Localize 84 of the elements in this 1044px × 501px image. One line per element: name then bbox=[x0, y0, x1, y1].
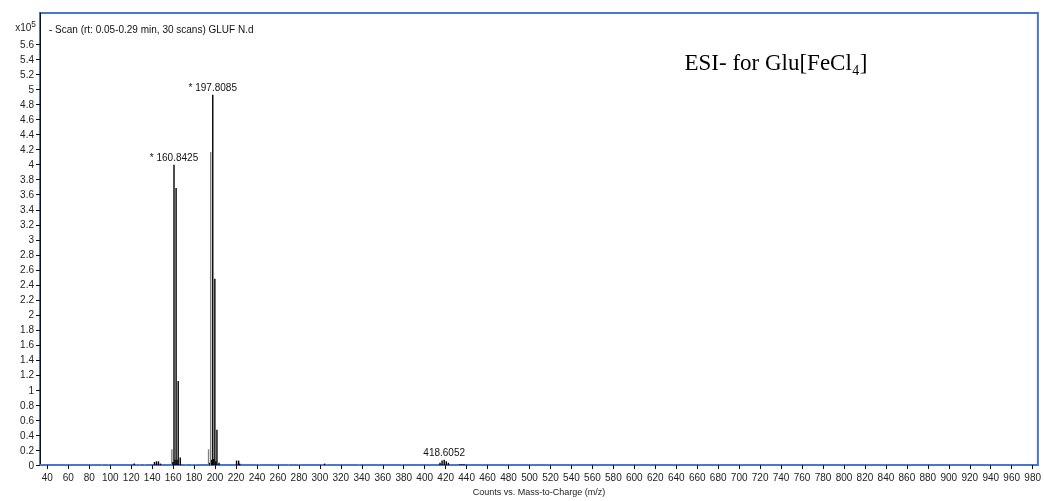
y-tick-label: 2 bbox=[28, 309, 35, 321]
x-tick-label: 500 bbox=[521, 471, 539, 483]
y-tick-label: 2.6 bbox=[20, 264, 35, 276]
x-tick-label: 360 bbox=[374, 471, 392, 483]
x-tick-label: 100 bbox=[101, 471, 120, 483]
x-tick-label: 40 bbox=[41, 471, 54, 483]
x-tick-label: 220 bbox=[227, 471, 245, 483]
x-tick-label: 620 bbox=[646, 471, 665, 483]
y-axis-title: x10$^{5}$ bbox=[15, 18, 36, 35]
x-tick-label: 740 bbox=[772, 471, 790, 483]
x-tick-label: 260 bbox=[269, 471, 287, 483]
y-tick-label: 1 bbox=[28, 384, 35, 396]
y-tick-label: 3 bbox=[28, 234, 35, 246]
annotation: 418.6052 bbox=[423, 447, 466, 459]
y-tick-label: 0.8 bbox=[20, 399, 35, 411]
x-tick-label: 340 bbox=[353, 471, 371, 483]
x-tick-label: 760 bbox=[793, 471, 811, 483]
text: - Scan (rt: 0.05-0.29 min, 30 scans) GLUF N.d bbox=[49, 23, 254, 35]
x-tick-label: 240 bbox=[248, 471, 266, 483]
annotation: * 197.8085 bbox=[188, 82, 238, 94]
y-tick-label: 1.8 bbox=[20, 324, 35, 336]
x-tick-label: 520 bbox=[542, 471, 560, 483]
y-tick-label: 3.8 bbox=[20, 174, 35, 186]
y-tick-label: 2.2 bbox=[20, 294, 35, 306]
x-tick-label: 800 bbox=[835, 471, 853, 483]
y-tick-label: 4.2 bbox=[20, 144, 35, 156]
x-tick-label: 300 bbox=[311, 471, 329, 483]
x-tick-label: 380 bbox=[395, 471, 413, 483]
x-tick-label: 840 bbox=[877, 471, 895, 483]
x-tick-label: 180 bbox=[185, 471, 203, 483]
x-tick-label: 700 bbox=[730, 471, 748, 483]
y-tick-label: 5.6 bbox=[20, 39, 35, 51]
y-tick-label: 3.4 bbox=[20, 204, 35, 216]
x-tick-label: 860 bbox=[898, 471, 916, 483]
annotation: * 160.8425 bbox=[149, 152, 199, 164]
x-tick-label: 540 bbox=[563, 471, 581, 483]
y-tick-label: 2.8 bbox=[20, 249, 35, 261]
x-tick-label: 280 bbox=[290, 471, 308, 483]
x-tick-label: 980 bbox=[1024, 471, 1042, 483]
x-tick-label: 960 bbox=[1003, 471, 1021, 483]
annotation: ESI- for Glu[FeCl₄] bbox=[684, 49, 868, 75]
x-tick-label: 80 bbox=[83, 471, 96, 483]
x-tick-label: 720 bbox=[751, 471, 769, 483]
x-tick-label: 920 bbox=[961, 471, 979, 483]
y-tick-label: 5.2 bbox=[20, 69, 35, 81]
x-tick-label: 460 bbox=[479, 471, 497, 483]
y-tick-label: 3.6 bbox=[20, 189, 35, 201]
x-tick-label: 120 bbox=[122, 471, 140, 483]
x-tick-label: 140 bbox=[143, 471, 161, 483]
y-tick-label: 1.6 bbox=[20, 339, 35, 351]
y-tick-label: 0 bbox=[28, 459, 35, 471]
x-tick-label: 200 bbox=[206, 471, 224, 483]
x-tick-label: 900 bbox=[940, 471, 958, 483]
x-tick-label: 680 bbox=[709, 471, 727, 483]
x-tick-label: 660 bbox=[688, 471, 707, 483]
x-tick-label: 880 bbox=[919, 471, 937, 483]
y-tick-label: 5.4 bbox=[20, 54, 35, 66]
x-tick-label: 780 bbox=[814, 471, 832, 483]
y-tick-label: 4.8 bbox=[20, 99, 35, 111]
x-tick-label: 160 bbox=[164, 471, 182, 483]
x-tick-label: 420 bbox=[437, 471, 455, 483]
y-tick-label: 4.4 bbox=[20, 129, 35, 141]
x-tick-label: 480 bbox=[500, 471, 518, 483]
y-tick-label: 0.6 bbox=[20, 414, 35, 426]
y-tick-label: 2.4 bbox=[20, 279, 35, 291]
y-tick-label: 1.2 bbox=[20, 369, 35, 381]
y-tick-label: 4 bbox=[28, 159, 35, 171]
y-tick-label: 4.6 bbox=[20, 114, 35, 126]
y-tick-label: 5 bbox=[28, 84, 35, 96]
y-tick-label: 3.2 bbox=[20, 219, 35, 231]
x-tick-label: 580 bbox=[605, 471, 623, 483]
y-tick-label: 0.4 bbox=[20, 429, 35, 441]
x-tick-label: 440 bbox=[458, 471, 476, 483]
x-tick-label: 820 bbox=[856, 471, 874, 483]
x-tick-label: 320 bbox=[332, 471, 350, 483]
y-tick-label: 0.2 bbox=[20, 444, 35, 456]
x-tick-label: 940 bbox=[982, 471, 1000, 483]
x-tick-label: 600 bbox=[625, 471, 644, 483]
x-tick-label: 640 bbox=[667, 471, 686, 483]
x-axis-title: Counts vs. Mass-to-Charge (m/z) bbox=[472, 486, 606, 497]
y-tick-label: 1.4 bbox=[20, 354, 35, 366]
x-tick-label: 560 bbox=[584, 471, 602, 483]
x-tick-label: 60 bbox=[62, 471, 75, 483]
x-tick-label: 400 bbox=[416, 471, 434, 483]
